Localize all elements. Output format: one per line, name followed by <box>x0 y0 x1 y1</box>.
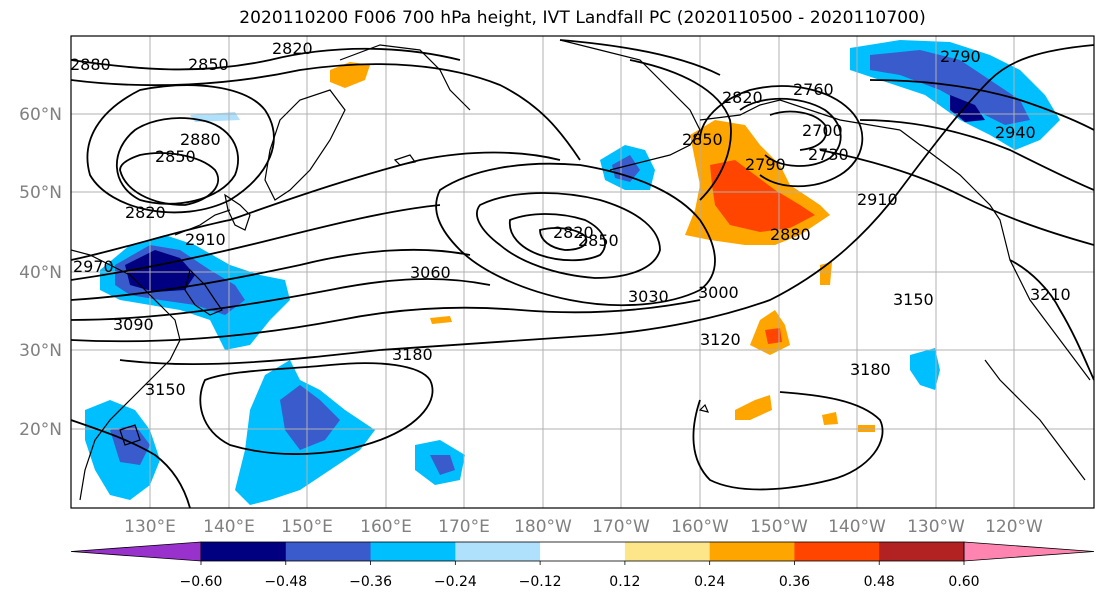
contour-label: 2850 <box>155 147 196 166</box>
longitude-label: 120°W <box>985 517 1043 537</box>
contour-label: 3180 <box>850 360 891 379</box>
contour-label: 3150 <box>893 290 934 309</box>
contour-label: 2730 <box>808 145 849 164</box>
coastlines <box>71 39 1091 501</box>
contour-label: 2760 <box>793 80 834 99</box>
positive-ivt-regions <box>330 62 875 432</box>
colorbar-tick-label: −0.36 <box>349 574 392 590</box>
colorbar-segment <box>540 542 626 561</box>
longitude-label: 140°E <box>203 517 255 537</box>
longitude-label: 130°W <box>907 517 965 537</box>
contour-label: 2850 <box>188 55 229 74</box>
contour-label: 2910 <box>185 230 226 249</box>
longitude-label: 170°E <box>438 517 490 537</box>
contour-label: 2790 <box>745 155 786 174</box>
colorbar-tick-label: −0.12 <box>519 574 562 590</box>
contour-label: 2910 <box>857 190 898 209</box>
contour-label: 2850 <box>682 130 723 149</box>
contour-label: 3000 <box>698 283 739 302</box>
contour-label: 2940 <box>995 123 1036 142</box>
colorbar-tick-label: 0.60 <box>948 574 979 590</box>
latitude-label: 30°N <box>19 341 62 361</box>
contour-label: 2880 <box>180 130 221 149</box>
contour-label: 2820 <box>553 223 594 242</box>
colorbar-segment <box>455 542 541 561</box>
longitude-label: 130°E <box>124 517 176 537</box>
latitude-label: 50°N <box>19 183 62 203</box>
colorbar-tick-label: 0.48 <box>864 574 895 590</box>
colorbar-tick-label: −0.24 <box>434 574 477 590</box>
contour-label: 3090 <box>113 315 154 334</box>
contour-label: 3030 <box>628 287 669 306</box>
longitude-label: 170°W <box>592 517 650 537</box>
colorbar-extend-high <box>963 541 1095 562</box>
contour-label: 2880 <box>70 55 111 74</box>
longitude-label: 160°W <box>671 517 729 537</box>
longitude-label: 150°W <box>750 517 808 537</box>
colorbar-tick-label: −0.60 <box>180 574 223 590</box>
contour-label: 2820 <box>722 88 763 107</box>
map-border <box>70 35 1095 509</box>
contour-label: 3060 <box>410 263 451 282</box>
gridlines <box>71 36 1094 508</box>
longitude-label: 180°W <box>514 517 572 537</box>
latitude-label: 40°N <box>19 263 62 283</box>
map-title: 2020110200 F006 700 hPa height, IVT Land… <box>239 8 926 28</box>
colorbar-extend-low <box>70 541 202 562</box>
longitude-labels: 130°E 140°E 150°E 160°E 170°E 180°W 170°W 160°W… <box>124 517 1043 537</box>
contour-label: 2850 <box>578 231 619 250</box>
contour-label: 2880 <box>770 225 811 244</box>
contour-label: 3210 <box>1030 285 1071 304</box>
height-contour-labels: 2880 2850 2820 2880 2850 2820 2910 2970 … <box>70 39 1071 399</box>
latitude-label: 20°N <box>19 420 62 440</box>
latitude-labels: 60°N 50°N 40°N 30°N 20°N <box>19 105 62 440</box>
colorbar-segment <box>794 542 880 561</box>
contour-label: 3150 <box>145 380 186 399</box>
colorbar-tick-label: −0.48 <box>264 574 307 590</box>
contour-label: 2820 <box>125 203 166 222</box>
latitude-label: 60°N <box>19 105 62 125</box>
longitude-label: 150°E <box>281 517 333 537</box>
colorbar-segment <box>709 542 795 561</box>
contour-label: 3180 <box>392 345 433 364</box>
contour-label: 2790 <box>940 47 981 66</box>
colorbar-segment <box>285 542 372 561</box>
colorbar-tick-label: 0.12 <box>609 574 640 590</box>
contour-label: 3120 <box>700 330 741 349</box>
colorbar-outline <box>200 541 965 562</box>
longitude-label: 140°W <box>828 517 886 537</box>
colorbar-segment <box>879 542 965 561</box>
colorbar-segment <box>624 542 711 561</box>
contour-label: 2970 <box>73 257 114 276</box>
height-contours <box>71 39 1094 508</box>
contour-label: 2700 <box>802 121 843 140</box>
colorbar-tick-label: 0.36 <box>779 574 810 590</box>
colorbar-segment <box>201 542 287 561</box>
contour-label: 2820 <box>272 39 313 58</box>
colorbar: −0.60 −0.48 −0.36 −0.24 −0.12 0.12 0.24 0.36 0.4… <box>70 541 1095 590</box>
colorbar-segment <box>370 542 456 561</box>
longitude-label: 160°E <box>360 517 412 537</box>
colorbar-tick-label: 0.24 <box>694 574 725 590</box>
